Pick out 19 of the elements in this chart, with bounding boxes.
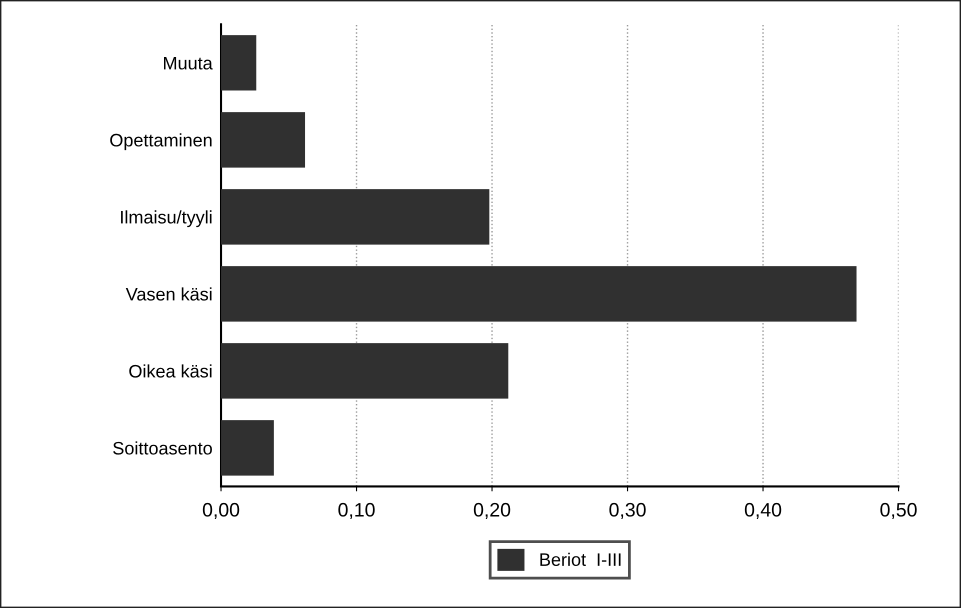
x-tick-label: 0,20 xyxy=(474,502,510,519)
x-tick-label: 0,10 xyxy=(338,502,375,519)
bar xyxy=(221,112,306,168)
y-tick-label: Opettaminen xyxy=(110,133,212,150)
bar xyxy=(221,35,256,91)
y-tick-label: Muuta xyxy=(164,56,213,70)
y-tick-label: Oikea käsi xyxy=(129,364,212,378)
y-tick-label: Vasen käsi xyxy=(126,287,212,301)
y-tick-label: Soittoasento xyxy=(113,441,212,455)
x-tick-label: 0,40 xyxy=(744,502,782,519)
bar xyxy=(221,343,508,399)
legend-label: Beriot I-III xyxy=(540,552,621,566)
x-tick-label: 0,00 xyxy=(202,502,240,519)
bar xyxy=(221,266,857,322)
y-tick-label: Ilmaisu/tyyli xyxy=(121,210,212,228)
bar xyxy=(221,420,274,476)
bar xyxy=(221,189,490,245)
x-tick-label: 0,50 xyxy=(880,502,917,519)
x-tick-label: 0,30 xyxy=(609,502,646,519)
